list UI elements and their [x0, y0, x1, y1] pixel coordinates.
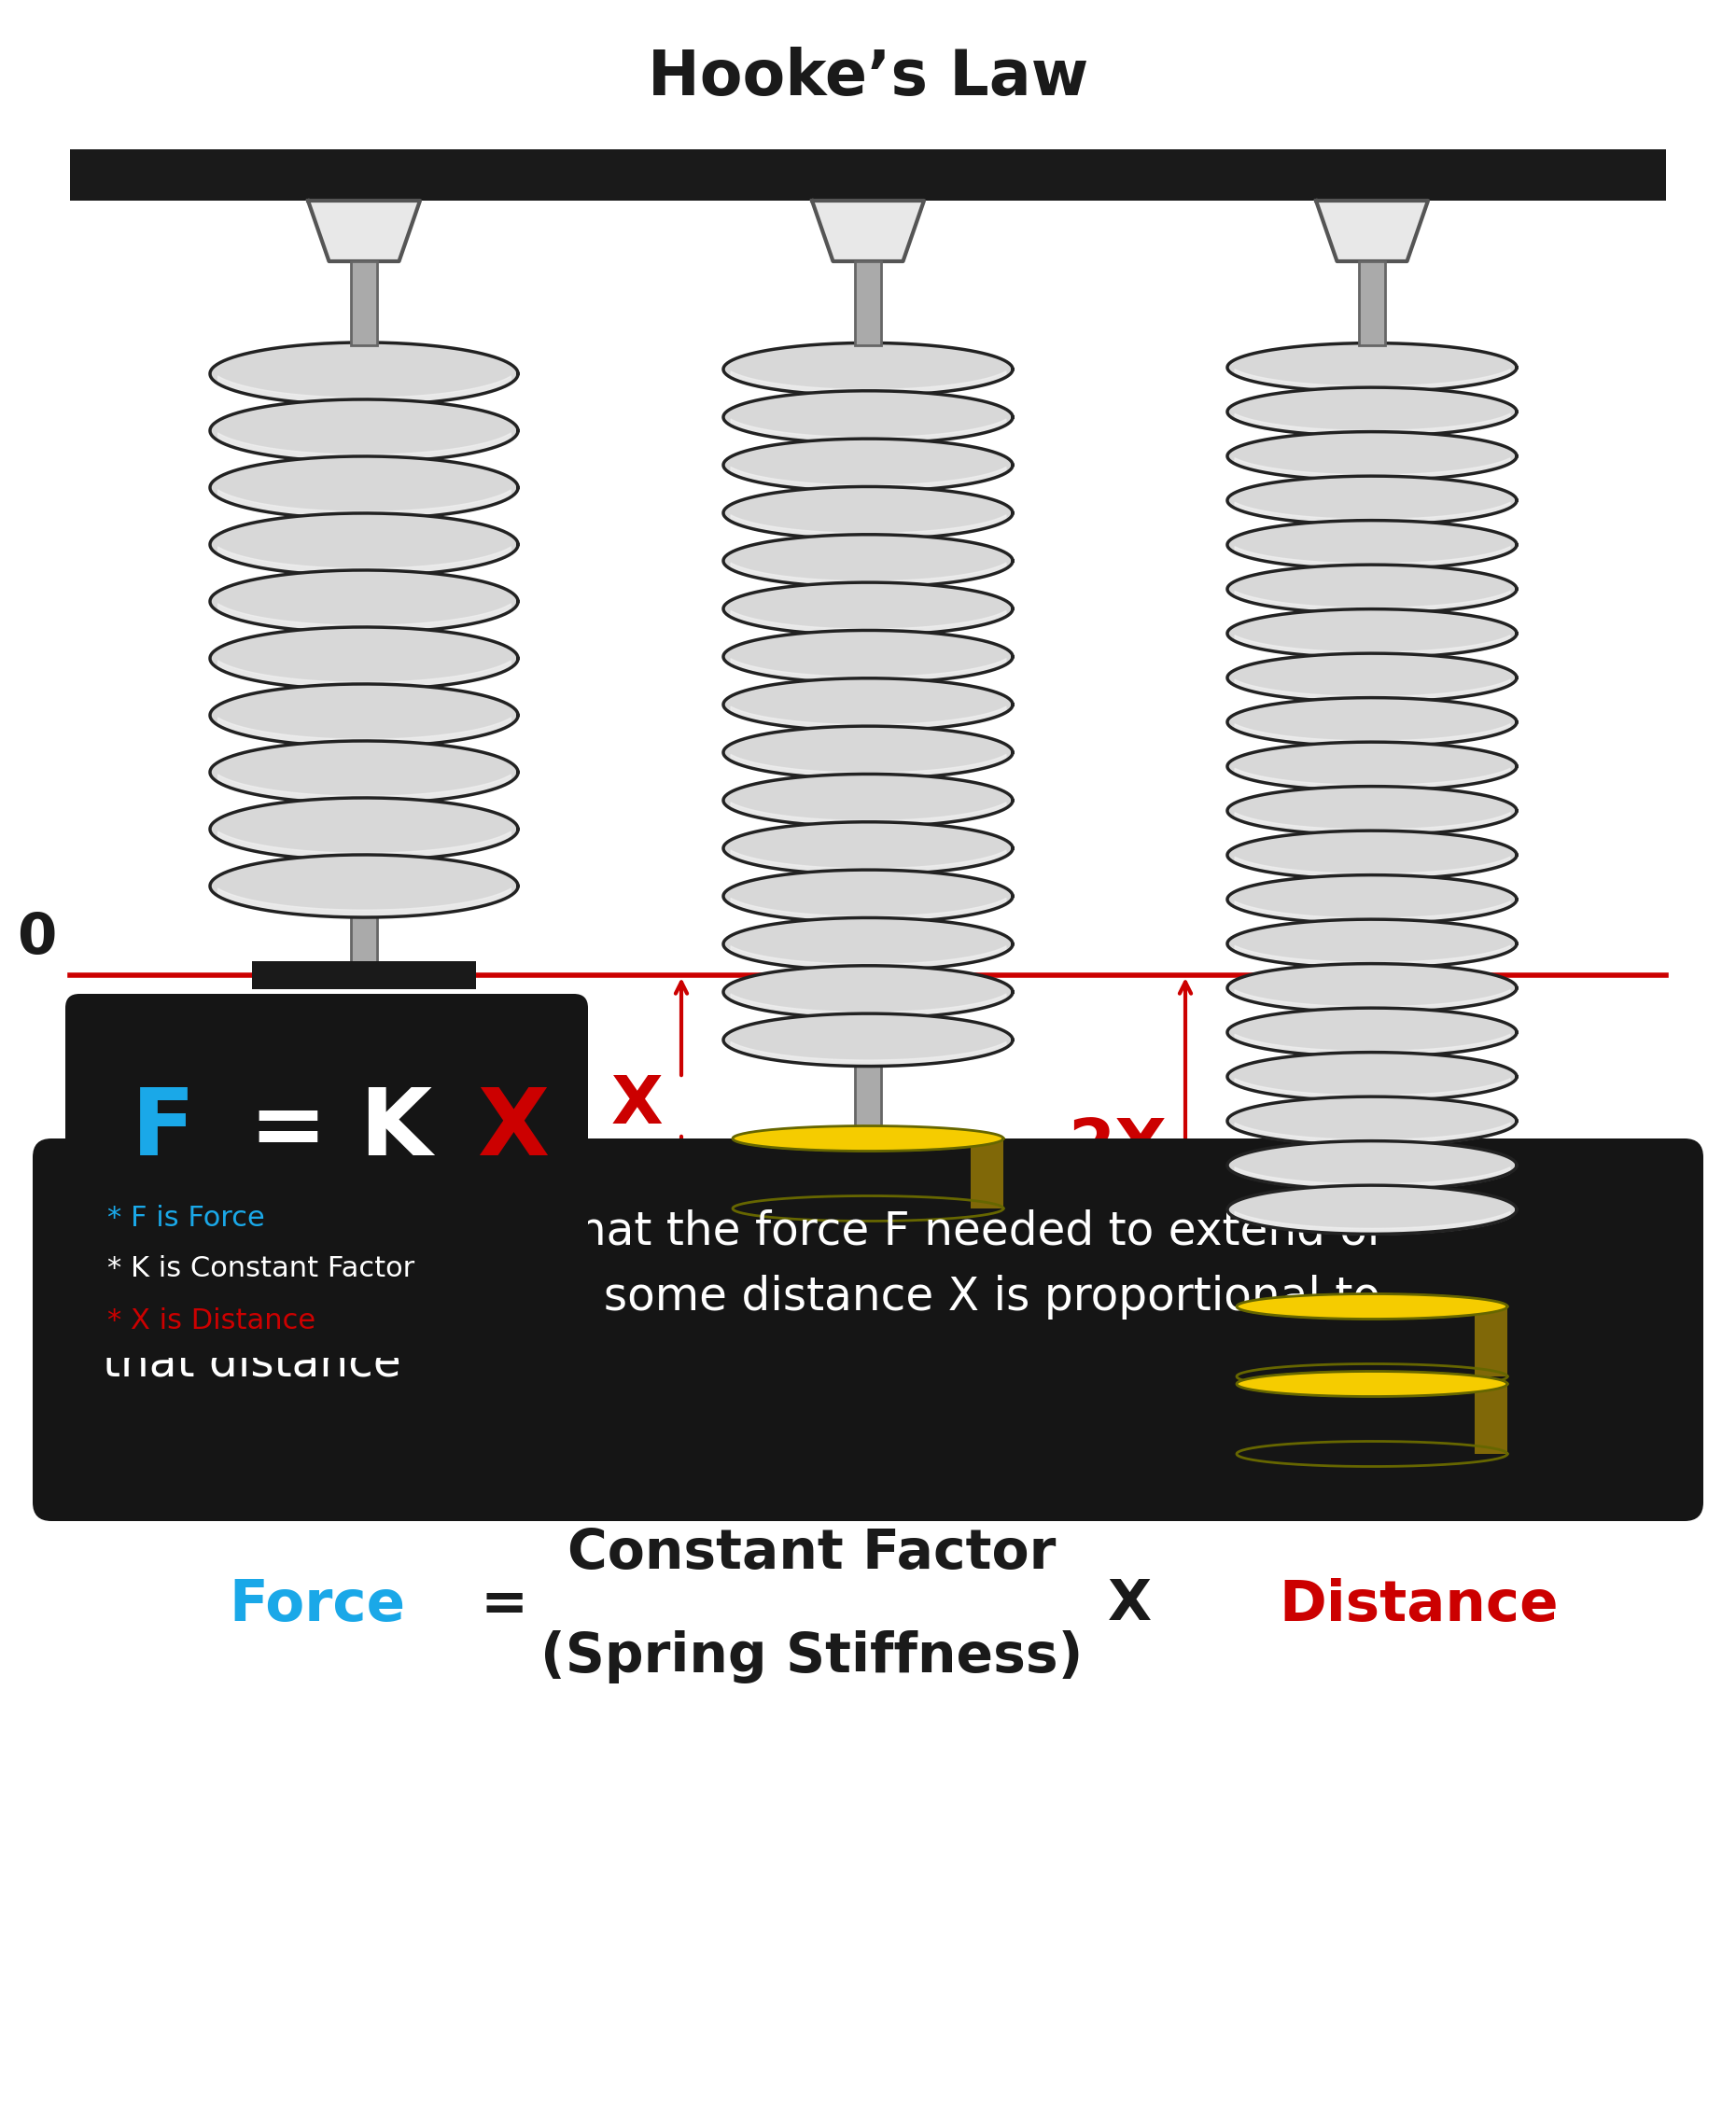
Text: =: = [481, 1578, 528, 1632]
Text: Distance: Distance [1279, 1578, 1559, 1632]
Polygon shape [812, 200, 924, 262]
Bar [1359, 1232, 1385, 1305]
Polygon shape [724, 917, 1012, 970]
Polygon shape [1227, 920, 1517, 968]
Text: 0: 0 [16, 911, 56, 966]
Text: F: F [609, 1200, 649, 1255]
Polygon shape [724, 966, 1012, 1019]
Text: Hooke’s Law States that the force F needed to extend or
compress a spring by som: Hooke’s Law States that the force F need… [102, 1208, 1385, 1386]
Bar [719, 1208, 1017, 1236]
Text: * K is Constant Factor: * K is Constant Factor [108, 1255, 415, 1282]
Bar [69, 150, 1667, 200]
Text: 2X: 2X [1068, 1116, 1167, 1181]
Text: * X is Distance: * X is Distance [108, 1308, 316, 1335]
Polygon shape [1227, 787, 1517, 835]
Polygon shape [1227, 610, 1517, 658]
Polygon shape [210, 342, 517, 405]
FancyBboxPatch shape [66, 993, 589, 1358]
Polygon shape [724, 679, 1012, 732]
Polygon shape [210, 740, 517, 804]
Bar [1359, 262, 1385, 346]
FancyBboxPatch shape [33, 1139, 1703, 1521]
Polygon shape [1227, 654, 1517, 702]
Polygon shape [1227, 344, 1517, 392]
Polygon shape [1227, 565, 1517, 614]
Bar [1222, 1462, 1521, 1489]
Text: Force: Force [229, 1578, 406, 1632]
Polygon shape [1227, 1097, 1517, 1145]
Polygon shape [733, 1126, 1003, 1152]
Polygon shape [210, 399, 517, 462]
Text: * F is Force: * F is Force [108, 1204, 266, 1232]
Polygon shape [724, 631, 1012, 683]
Bar [351, 915, 377, 970]
Polygon shape [1227, 1141, 1517, 1189]
Polygon shape [724, 823, 1012, 875]
Polygon shape [724, 869, 1012, 922]
Polygon shape [1227, 875, 1517, 924]
Text: (Spring Stiffness): (Spring Stiffness) [540, 1630, 1083, 1683]
Polygon shape [210, 683, 517, 747]
Bar [1236, 1305, 1507, 1377]
Text: F: F [132, 1084, 194, 1175]
Polygon shape [1227, 742, 1517, 791]
Text: Hooke’s Law: Hooke’s Law [648, 46, 1088, 108]
Text: X: X [611, 1073, 663, 1139]
Polygon shape [724, 344, 1012, 396]
Bar [252, 962, 476, 989]
Text: Constant Factor: Constant Factor [568, 1527, 1055, 1580]
Polygon shape [1227, 964, 1517, 1012]
Polygon shape [1227, 1008, 1517, 1057]
Polygon shape [724, 774, 1012, 827]
Polygon shape [210, 797, 517, 860]
Text: X: X [1108, 1578, 1151, 1632]
Bar [1474, 1384, 1507, 1453]
Polygon shape [1227, 521, 1517, 569]
Polygon shape [724, 487, 1012, 540]
Text: 2F: 2F [1075, 1432, 1153, 1489]
Polygon shape [210, 569, 517, 633]
Polygon shape [1236, 1365, 1507, 1390]
Bar [1474, 1305, 1507, 1377]
Bar [970, 1139, 1003, 1208]
Polygon shape [210, 854, 517, 917]
Polygon shape [1227, 698, 1517, 747]
Polygon shape [210, 512, 517, 576]
Polygon shape [1236, 1371, 1507, 1396]
Polygon shape [724, 390, 1012, 443]
Polygon shape [1227, 432, 1517, 481]
Polygon shape [1227, 831, 1517, 879]
Polygon shape [210, 626, 517, 690]
Polygon shape [733, 1196, 1003, 1221]
Polygon shape [724, 725, 1012, 778]
Bar [1236, 1384, 1507, 1453]
Polygon shape [724, 1014, 1012, 1067]
Polygon shape [1227, 1052, 1517, 1101]
Bar [351, 262, 377, 346]
Polygon shape [1316, 200, 1429, 262]
Text: = K: = K [250, 1084, 432, 1175]
Polygon shape [1227, 388, 1517, 437]
Polygon shape [724, 439, 1012, 491]
Polygon shape [1236, 1293, 1507, 1318]
Polygon shape [724, 534, 1012, 586]
Polygon shape [1236, 1440, 1507, 1466]
Bar [854, 262, 882, 346]
Polygon shape [1227, 1185, 1517, 1234]
Polygon shape [307, 200, 420, 262]
Text: X: X [477, 1084, 549, 1175]
Bar [854, 1063, 882, 1139]
Polygon shape [1227, 477, 1517, 525]
Polygon shape [724, 582, 1012, 635]
Bar [733, 1139, 1003, 1208]
Polygon shape [210, 456, 517, 519]
